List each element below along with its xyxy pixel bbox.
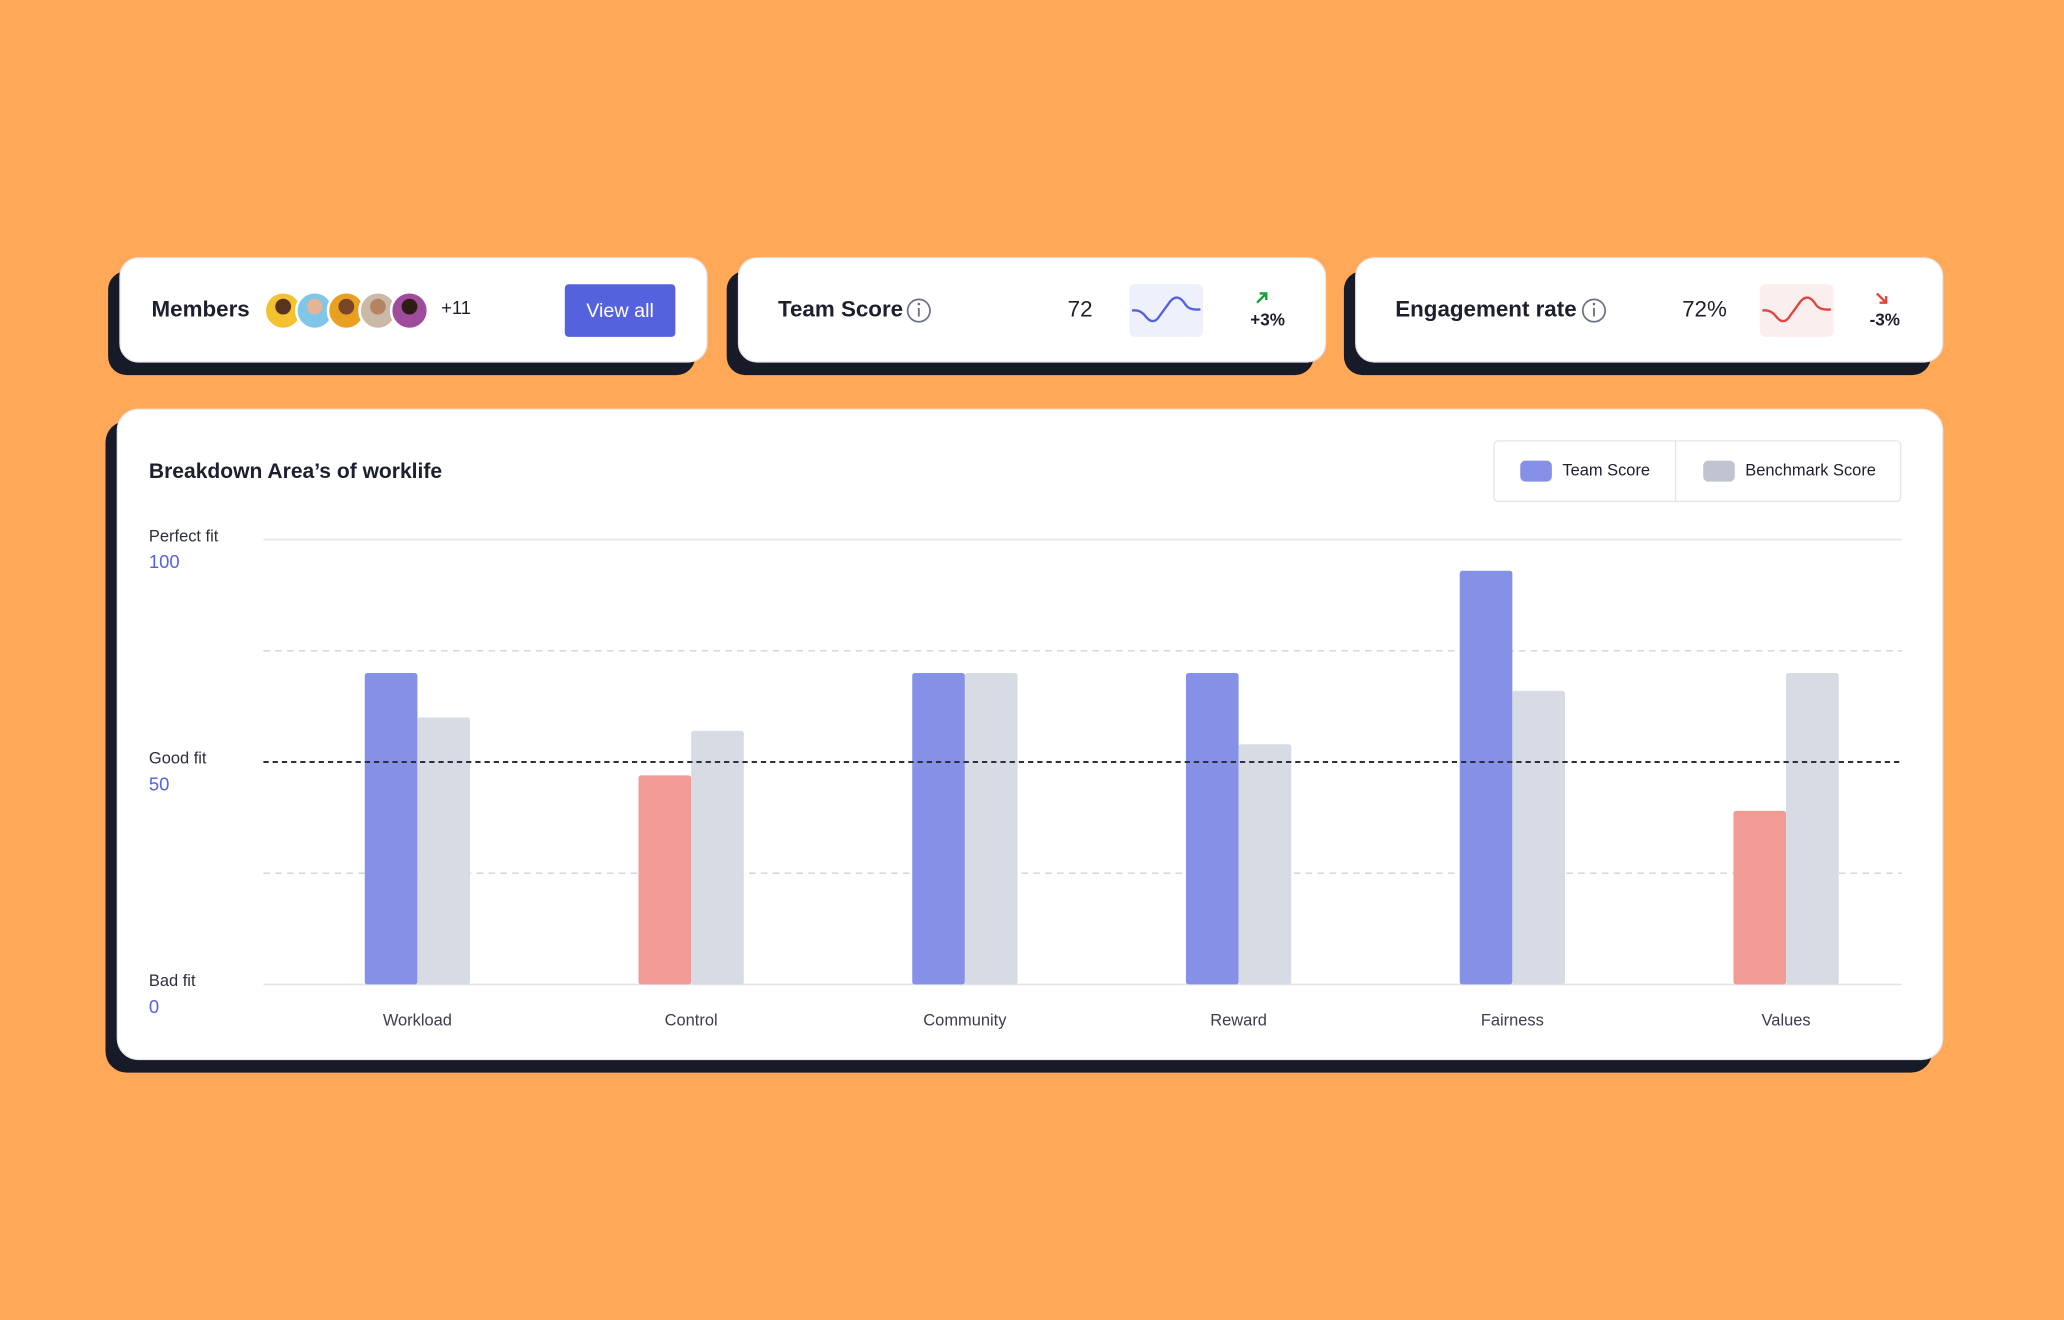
members-more: +11	[441, 297, 471, 318]
bar	[1459, 570, 1513, 985]
bar	[1786, 673, 1839, 985]
legend	[1493, 440, 1902, 503]
y-tick-label: 100	[149, 551, 180, 572]
view-all-label[interactable]: View all	[586, 300, 654, 322]
x-tick-label: Community	[923, 1012, 1007, 1030]
chart-title: Breakdown Area’s of worklife	[149, 460, 442, 483]
y-tick-caption: Perfect fit	[149, 527, 219, 545]
bar	[1238, 744, 1292, 985]
sparkline-bg	[1129, 284, 1204, 337]
trend-down-icon	[1876, 292, 1888, 304]
legend-swatch	[1520, 460, 1552, 482]
bar	[638, 775, 692, 985]
x-tick-label: Control	[665, 1012, 718, 1030]
card-value: 72%	[1682, 296, 1727, 321]
x-tick-label: Fairness	[1481, 1012, 1544, 1030]
card-change: +3%	[1250, 311, 1285, 330]
bar	[691, 730, 744, 985]
x-tick-label: Reward	[1210, 1012, 1267, 1030]
legend-label: Benchmark Score	[1745, 461, 1876, 479]
card-title: Engagement rate	[1395, 296, 1576, 321]
y-tick-caption: Good fit	[149, 750, 207, 768]
bar	[1512, 690, 1566, 985]
y-tick-label: 0	[149, 996, 159, 1017]
sparkline-bg	[1759, 284, 1834, 337]
card-value: 72	[1068, 296, 1093, 321]
sparkline	[1762, 296, 1831, 323]
card-title: Members	[152, 296, 250, 321]
card-title: Team Score	[778, 296, 903, 321]
info-icon[interactable]	[1581, 298, 1606, 323]
avatars	[263, 290, 430, 331]
legend-swatch	[1703, 460, 1735, 482]
view-all-button[interactable]	[564, 284, 676, 337]
x-tick-label: Values	[1762, 1012, 1811, 1030]
sparkline	[1131, 296, 1201, 323]
bar	[417, 717, 471, 985]
trend-up-icon	[1256, 292, 1268, 304]
legend-label: Team Score	[1562, 461, 1650, 479]
card-change: -3%	[1870, 311, 1900, 330]
y-tick-label: 50	[149, 774, 169, 795]
y-tick-caption: Bad fit	[149, 972, 196, 990]
chart: Bad fit 0 Good fit 50 Perfect fit 100 Workload…	[149, 460, 1902, 1030]
x-tick-label: Workload	[383, 1012, 452, 1030]
info-icon[interactable]	[906, 298, 931, 323]
bar	[1733, 810, 1787, 985]
bar	[912, 673, 965, 985]
bar	[364, 673, 418, 985]
bar	[1185, 673, 1239, 985]
bar	[964, 673, 1018, 985]
